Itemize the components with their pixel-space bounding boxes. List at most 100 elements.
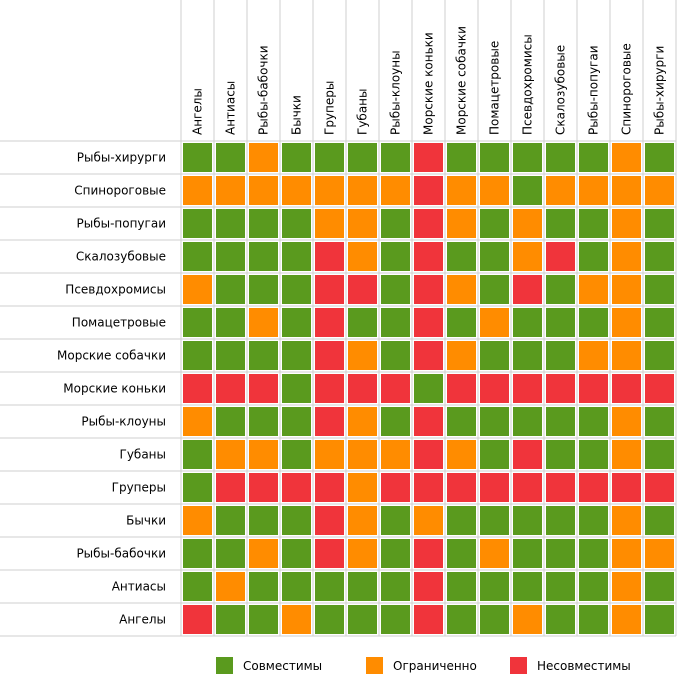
heatmap-cell <box>447 374 476 403</box>
heatmap-cell <box>348 275 377 304</box>
heatmap-cell <box>447 209 476 238</box>
heatmap-cell <box>348 539 377 568</box>
heatmap-cell <box>513 407 542 436</box>
column-label: Рыбы-хирурги <box>653 46 667 135</box>
heatmap-cell <box>447 605 476 634</box>
legend-label: Совместимы <box>243 659 322 673</box>
heatmap-cell <box>183 374 212 403</box>
heatmap-cell <box>183 473 212 502</box>
heatmap-cell <box>612 275 641 304</box>
heatmap-cell <box>513 539 542 568</box>
heatmap-cell <box>546 176 575 205</box>
heatmap-cell <box>480 143 509 172</box>
heatmap-cell <box>513 440 542 469</box>
heatmap-cell <box>546 275 575 304</box>
heatmap-cell <box>183 506 212 535</box>
row-label: Бычки <box>126 514 166 528</box>
heatmap-cell <box>480 539 509 568</box>
heatmap-cell <box>348 473 377 502</box>
heatmap-cell <box>183 143 212 172</box>
heatmap-cell <box>579 473 608 502</box>
heatmap-cell <box>348 605 377 634</box>
heatmap-cell <box>249 539 278 568</box>
heatmap-cell <box>546 473 575 502</box>
heatmap-cell <box>414 572 443 601</box>
heatmap-cell <box>645 407 674 436</box>
heatmap-cell <box>645 440 674 469</box>
column-label: Антиасы <box>224 81 238 135</box>
heatmap-cell <box>315 308 344 337</box>
heatmap-cell <box>612 605 641 634</box>
column-label: Спинороговые <box>620 43 634 135</box>
heatmap-cell <box>645 209 674 238</box>
legend-swatch <box>510 657 527 674</box>
heatmap-cell <box>447 242 476 271</box>
heatmap-cell <box>414 440 443 469</box>
heatmap-cell <box>216 374 245 403</box>
heatmap-cell <box>513 473 542 502</box>
heatmap-cell <box>579 539 608 568</box>
legend-label: Несовместимы <box>537 659 631 673</box>
heatmap-cell <box>579 440 608 469</box>
row-label: Морские коньки <box>63 382 166 396</box>
heatmap-cell <box>645 341 674 370</box>
row-label: Ангелы <box>119 613 166 627</box>
heatmap-cell <box>183 308 212 337</box>
heatmap-cell <box>480 341 509 370</box>
heatmap-cell <box>447 341 476 370</box>
heatmap-cell <box>216 176 245 205</box>
heatmap-cell <box>612 242 641 271</box>
row-label: Рыбы-бабочки <box>76 547 166 561</box>
heatmap-cell <box>381 209 410 238</box>
heatmap-cell <box>645 539 674 568</box>
heatmap-cell <box>348 572 377 601</box>
heatmap-cell <box>546 242 575 271</box>
heatmap-cell <box>414 242 443 271</box>
heatmap-cell <box>249 506 278 535</box>
heatmap-cell <box>315 374 344 403</box>
heatmap-cell <box>381 275 410 304</box>
column-label: Бычки <box>290 95 304 135</box>
row-label: Груперы <box>112 481 166 495</box>
heatmap-cell <box>414 275 443 304</box>
heatmap-cell <box>381 407 410 436</box>
heatmap-cell <box>381 473 410 502</box>
grid-lines <box>0 0 677 637</box>
heatmap-cell <box>216 473 245 502</box>
heatmap-cell <box>249 242 278 271</box>
heatmap-cell <box>513 572 542 601</box>
heatmap-cell <box>612 407 641 436</box>
heatmap-cell <box>579 242 608 271</box>
heatmap-cell <box>282 506 311 535</box>
heatmap-cell <box>447 308 476 337</box>
row-label: Морские собачки <box>57 349 166 363</box>
heatmap-cell <box>216 572 245 601</box>
heatmap-cell <box>612 572 641 601</box>
heatmap-cell <box>546 341 575 370</box>
heatmap-cell <box>447 275 476 304</box>
heatmap-cell <box>282 275 311 304</box>
column-label: Псевдохромисы <box>521 34 535 135</box>
heatmap-cell <box>546 440 575 469</box>
heatmap-cell <box>645 242 674 271</box>
heatmap-cell <box>282 605 311 634</box>
heatmap-cell <box>381 506 410 535</box>
heatmap-cell <box>249 473 278 502</box>
heatmap-cell <box>216 341 245 370</box>
heatmap-cell <box>381 539 410 568</box>
heatmap-cell <box>414 407 443 436</box>
heatmap-cell <box>315 275 344 304</box>
heatmap-cell <box>216 605 245 634</box>
heatmap-cell <box>282 176 311 205</box>
heatmap-cell <box>414 209 443 238</box>
heatmap-cell <box>249 341 278 370</box>
heatmap-cell <box>183 275 212 304</box>
heatmap-cell <box>348 242 377 271</box>
heatmap-cell <box>183 209 212 238</box>
heatmap-cell <box>282 440 311 469</box>
heatmap-cell <box>612 539 641 568</box>
heatmap-cell <box>546 374 575 403</box>
heatmap-cell <box>579 176 608 205</box>
heatmap-cell <box>546 143 575 172</box>
